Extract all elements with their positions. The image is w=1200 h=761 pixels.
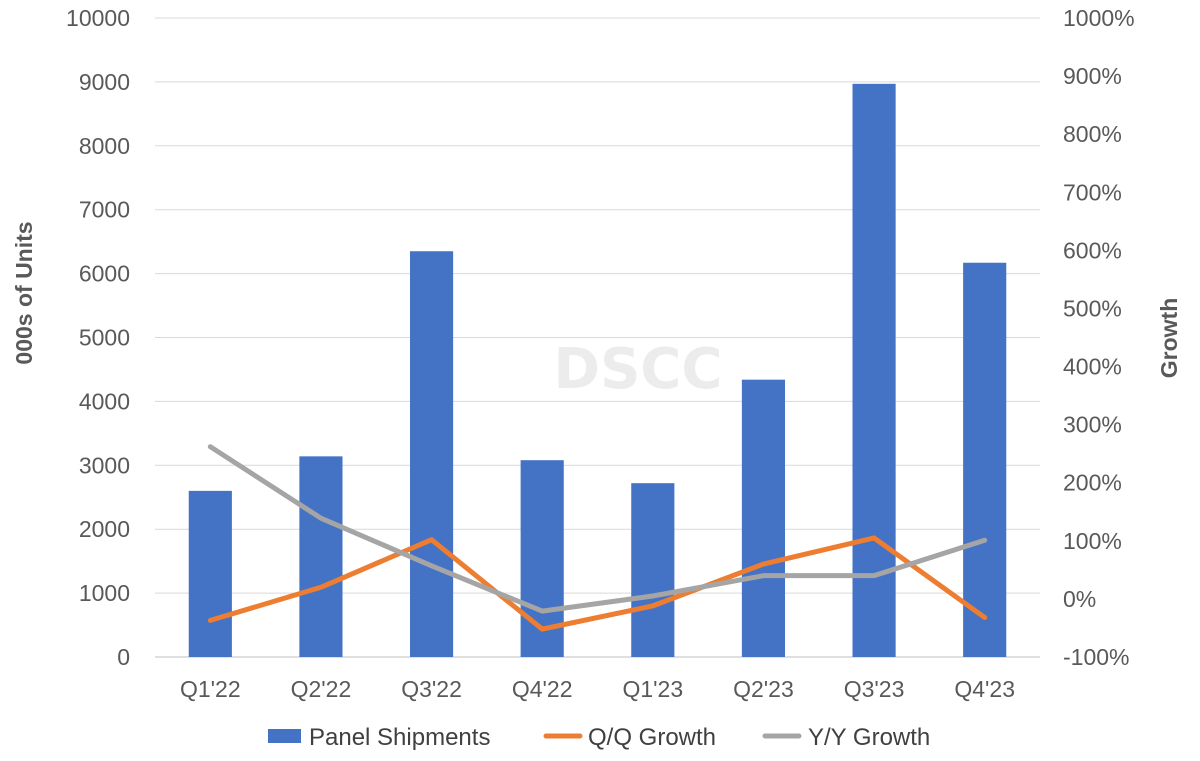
x-tick-label: Q1'23 <box>622 676 683 702</box>
y-tick-label: 3000 <box>79 452 130 478</box>
y2-tick-label: 0% <box>1063 586 1096 612</box>
bar-Q2'23 <box>741 379 786 657</box>
legend-swatch-panel-shipments <box>268 729 301 743</box>
y-axis-title: 000s of Units <box>11 221 37 364</box>
y-tick-label: 8000 <box>79 133 130 159</box>
y-tick-label: 5000 <box>79 325 130 351</box>
bar-Q3'23 <box>852 83 896 657</box>
y2-tick-label: 600% <box>1063 237 1122 263</box>
right-axis-ticks: -100% 0% 100% 200% 300% 400% 500% 600% 700% 800% 9… <box>1063 5 1135 670</box>
legend-label-panel-shipments: Panel Shipments <box>309 724 490 751</box>
y2-tick-label: 1000% <box>1063 5 1135 31</box>
bar-Q3'22 <box>409 251 454 658</box>
y-tick-label: 6000 <box>79 261 130 287</box>
y2-tick-label: 200% <box>1063 470 1122 496</box>
y2-tick-label: 400% <box>1063 354 1122 380</box>
x-tick-label: Q3'23 <box>844 676 905 702</box>
legend-label-y-y-growth: Y/Y Growth <box>808 724 930 751</box>
x-tick-label: Q2'23 <box>733 676 794 702</box>
y2-tick-label: 100% <box>1063 528 1122 554</box>
y-tick-label: 4000 <box>79 388 130 414</box>
watermark: DSCC <box>553 337 722 402</box>
left-axis-ticks: 0 1000 2000 3000 4000 5000 6000 7000 8000 9000 100… <box>66 5 130 670</box>
y2-tick-label: 500% <box>1063 295 1122 321</box>
x-axis-ticks: Q1'22 Q2'22 Q3'22 Q4'22 Q1'23 Q2'23 Q3'23 Q4'23 <box>180 676 1015 702</box>
y2-tick-label: 800% <box>1063 121 1122 147</box>
line-series <box>207 444 988 632</box>
bar-Q4'23 <box>963 262 1007 657</box>
y2-tick-label: 700% <box>1063 179 1122 205</box>
y2-axis-title: Growth <box>1156 298 1182 379</box>
line-q-q-growth <box>207 535 988 632</box>
x-tick-label: Q4'23 <box>954 676 1015 702</box>
x-tick-label: Q2'22 <box>291 676 352 702</box>
y-tick-label: 1000 <box>79 580 130 606</box>
y2-tick-label: 300% <box>1063 412 1122 438</box>
legend: Panel Shipments Q/Q Growth Y/Y Growth <box>268 724 930 751</box>
x-tick-label: Q3'22 <box>401 676 462 702</box>
y-tick-label: 0 <box>117 644 130 670</box>
line-y-y-growth <box>207 444 988 614</box>
y-tick-label: 9000 <box>79 69 130 95</box>
y-tick-label: 2000 <box>79 516 130 542</box>
y-tick-label: 10000 <box>66 5 130 31</box>
y2-tick-label: 900% <box>1063 63 1122 89</box>
x-tick-label: Q1'22 <box>180 676 241 702</box>
y2-tick-label: -100% <box>1063 644 1129 670</box>
bar-Q1'23 <box>631 483 675 657</box>
legend-label-q-q-growth: Q/Q Growth <box>588 724 716 751</box>
bar-Q2'22 <box>299 456 343 657</box>
x-tick-label: Q4'22 <box>512 676 573 702</box>
bar-Q1'22 <box>188 490 232 657</box>
y-tick-label: 7000 <box>79 197 130 223</box>
